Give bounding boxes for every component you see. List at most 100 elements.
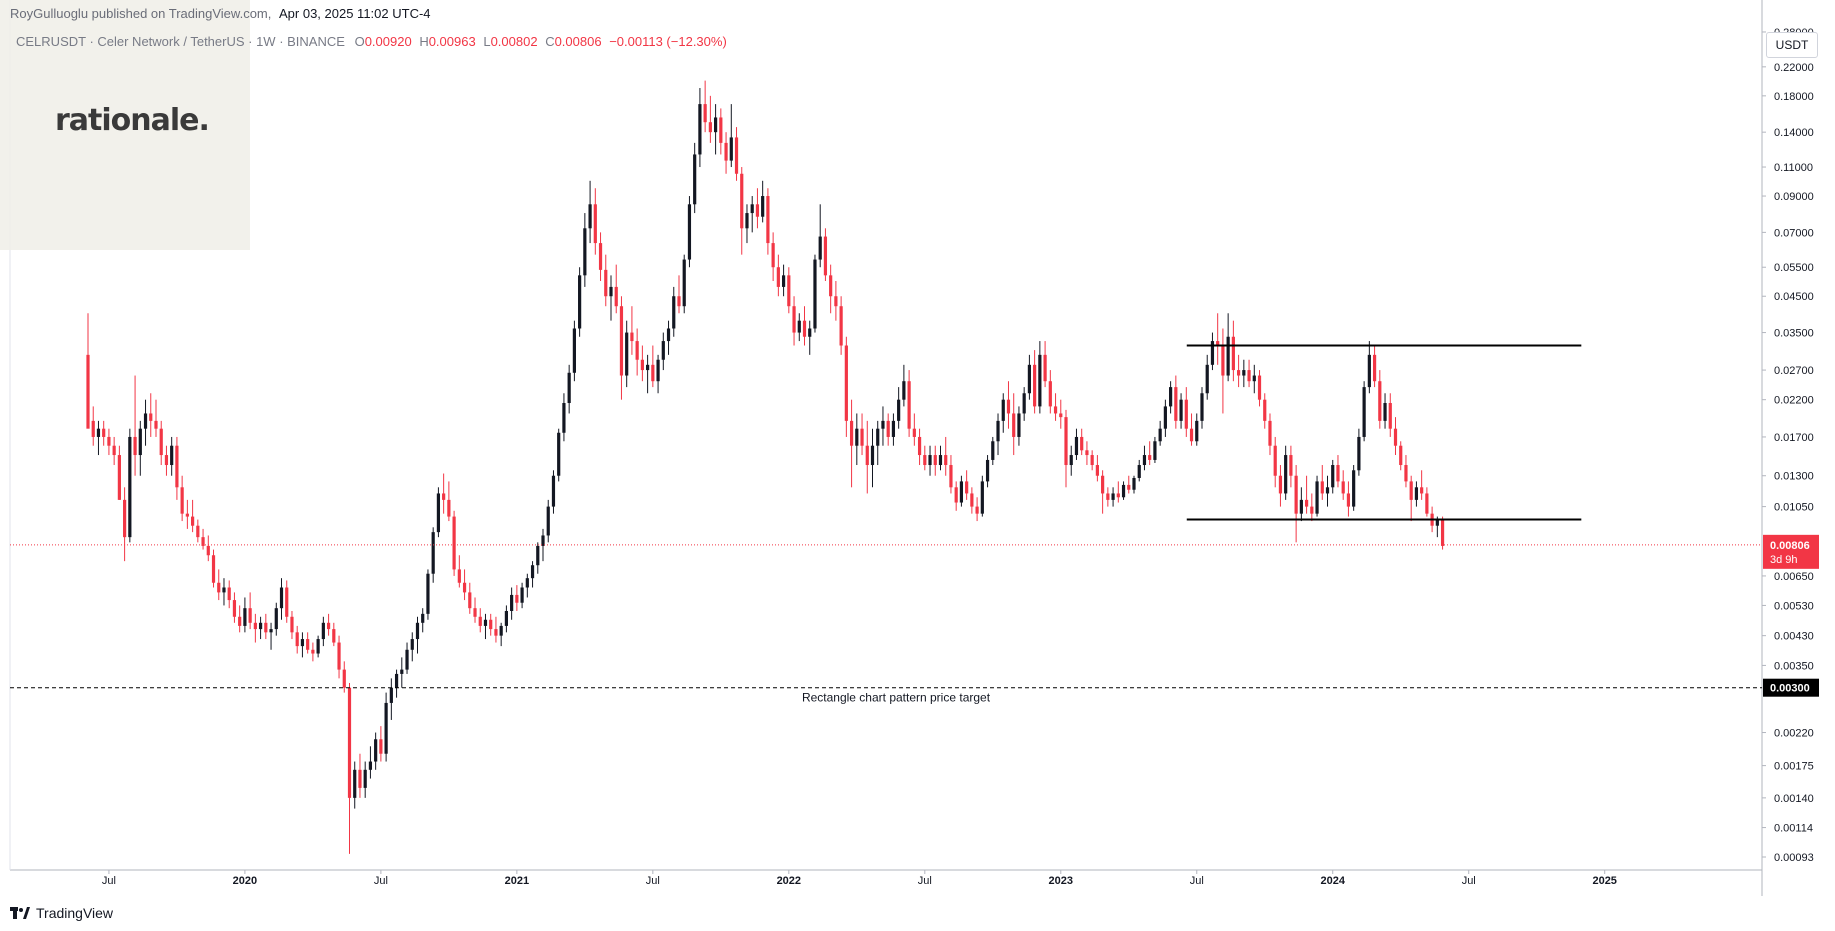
candle-body bbox=[813, 259, 817, 329]
y-tick-label: 0.11000 bbox=[1774, 162, 1813, 174]
candle-body bbox=[865, 445, 869, 466]
candle-body bbox=[1127, 484, 1131, 490]
x-tick-label: 2023 bbox=[1049, 875, 1073, 887]
candle-body bbox=[452, 516, 456, 570]
target-price-value: 0.00300 bbox=[1770, 683, 1810, 695]
x-tick-label: Jul bbox=[646, 875, 660, 887]
candle-body bbox=[1111, 493, 1115, 500]
candle-body bbox=[510, 594, 514, 611]
candle-body bbox=[431, 532, 435, 574]
candle-body bbox=[1346, 493, 1351, 507]
candle-body bbox=[703, 104, 707, 123]
x-tick-label: Jul bbox=[1190, 875, 1204, 887]
candle-body bbox=[1148, 455, 1152, 460]
axis-layer: 0.280000.220000.180000.140000.110000.090… bbox=[9, 0, 1814, 896]
candle-body bbox=[1205, 364, 1209, 394]
candle-body bbox=[954, 487, 958, 503]
candle-body bbox=[609, 286, 613, 297]
candle-body bbox=[253, 622, 257, 630]
candle-body bbox=[823, 236, 828, 276]
candle-body bbox=[258, 622, 263, 630]
candle-body bbox=[860, 428, 864, 446]
candle-body bbox=[1231, 336, 1235, 371]
candle-body bbox=[938, 455, 943, 466]
y-tick-label: 0.14000 bbox=[1774, 127, 1814, 139]
symbol-description[interactable]: CELRUSDT · Celer Network / TetherUS · 1W… bbox=[16, 34, 345, 49]
candle-body bbox=[1069, 455, 1073, 466]
candle-body bbox=[1257, 375, 1262, 400]
candle-body bbox=[1278, 475, 1283, 494]
low-label: L bbox=[483, 34, 491, 49]
tradingview-footer[interactable]: TradingView bbox=[10, 905, 113, 921]
candle-body bbox=[1393, 428, 1398, 446]
candle-body bbox=[154, 420, 158, 429]
candle-body bbox=[1195, 420, 1199, 442]
y-tick-label: 0.00650 bbox=[1774, 571, 1814, 583]
candle-body bbox=[776, 267, 780, 287]
candle-body bbox=[264, 622, 268, 633]
candle-body bbox=[462, 582, 467, 593]
candle-body bbox=[959, 481, 964, 503]
candle-body bbox=[483, 619, 488, 626]
candle-body bbox=[975, 506, 979, 514]
candle-body bbox=[363, 769, 367, 788]
candle-body bbox=[818, 236, 822, 260]
candle-body bbox=[379, 739, 383, 754]
currency-button[interactable]: USDT bbox=[1766, 32, 1818, 58]
candle-body bbox=[102, 428, 106, 437]
candle-body bbox=[421, 613, 425, 623]
candle-body bbox=[1304, 499, 1309, 507]
candle-body bbox=[191, 516, 195, 526]
candle-body bbox=[991, 441, 995, 460]
candle-body bbox=[546, 506, 550, 536]
candle-body bbox=[1179, 399, 1183, 421]
x-tick-label: 2025 bbox=[1592, 875, 1616, 887]
y-tick-label: 0.01700 bbox=[1774, 432, 1814, 444]
candle-body bbox=[520, 587, 524, 603]
candle-body bbox=[677, 296, 681, 307]
candle-body bbox=[897, 399, 901, 421]
candle-body bbox=[515, 594, 519, 603]
candle-body bbox=[661, 341, 665, 360]
candle-body bbox=[792, 306, 796, 333]
candle-body bbox=[693, 154, 697, 205]
publisher-line: RoyGulluoglu published on TradingView.co… bbox=[10, 6, 431, 21]
candle-body bbox=[1085, 450, 1089, 456]
candle-body bbox=[374, 739, 378, 762]
candle-body bbox=[1409, 481, 1413, 500]
candle-body bbox=[1169, 387, 1173, 407]
y-tick-label: 0.00220 bbox=[1774, 728, 1814, 740]
candle-body bbox=[326, 622, 331, 630]
candle-body bbox=[504, 610, 508, 626]
candle-body bbox=[708, 122, 712, 133]
candle-body bbox=[1425, 493, 1429, 514]
candle-body bbox=[457, 569, 461, 583]
candle-layer bbox=[86, 80, 1445, 854]
y-tick-label: 0.03500 bbox=[1774, 328, 1814, 340]
candle-body bbox=[1012, 413, 1016, 437]
candle-body bbox=[656, 359, 660, 382]
candle-body bbox=[1341, 481, 1345, 494]
candle-body bbox=[1294, 475, 1298, 514]
candle-body bbox=[410, 639, 414, 650]
candle-body bbox=[489, 619, 493, 630]
candle-body bbox=[290, 616, 294, 633]
candle-body bbox=[238, 616, 242, 626]
candle-body bbox=[797, 320, 801, 333]
candle-body bbox=[415, 622, 420, 640]
y-tick-label: 0.00114 bbox=[1774, 823, 1813, 835]
candle-body bbox=[1048, 381, 1052, 407]
candle-body bbox=[1388, 403, 1392, 429]
candle-body bbox=[1289, 455, 1293, 476]
y-tick-label: 0.09000 bbox=[1774, 191, 1814, 203]
candle-body bbox=[907, 381, 911, 429]
rationale-logo: rationale. bbox=[55, 103, 210, 138]
candle-body bbox=[750, 204, 754, 214]
candle-body bbox=[1299, 499, 1303, 514]
candle-body bbox=[180, 487, 184, 514]
candle-body bbox=[1320, 481, 1324, 494]
candle-body bbox=[196, 525, 200, 538]
candle-body bbox=[447, 499, 451, 517]
candle-body bbox=[358, 769, 362, 788]
